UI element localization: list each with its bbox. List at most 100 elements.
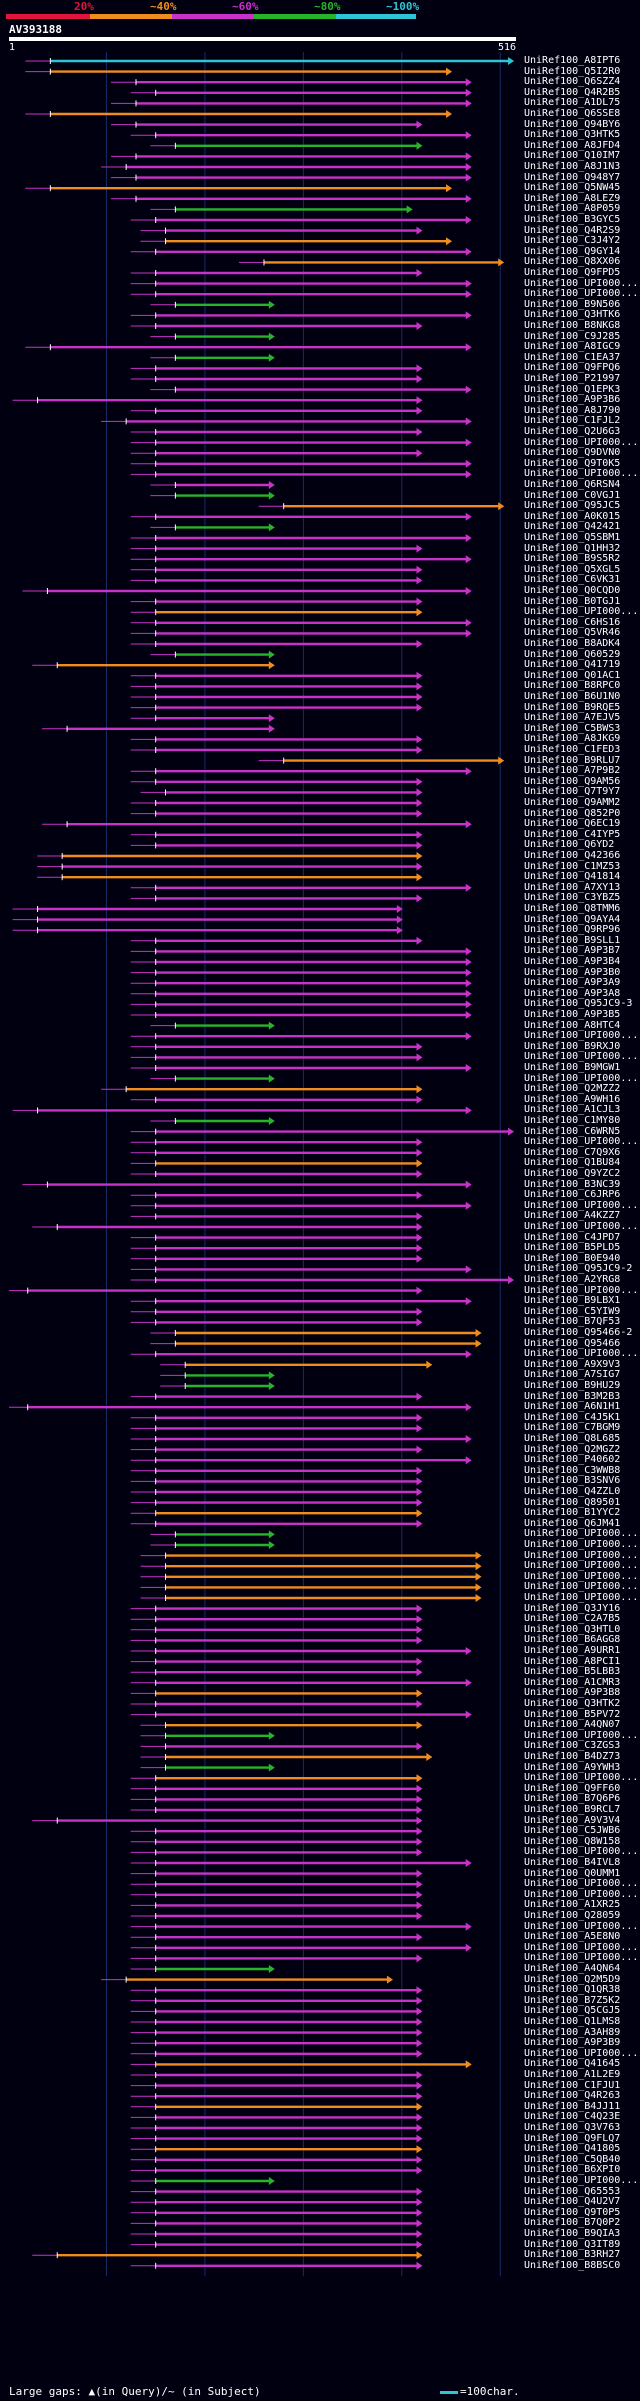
- hit-label[interactable]: UniRef100_C3WWB8: [524, 1464, 621, 1476]
- hit-row[interactable]: [130, 1604, 423, 1613]
- hit-label[interactable]: UniRef100_A9P3B7: [524, 945, 621, 957]
- hit-row[interactable]: [130, 799, 423, 807]
- hit-row[interactable]: [130, 449, 423, 458]
- hit-row[interactable]: [130, 1445, 423, 1454]
- hit-label[interactable]: UniRef100_A5E8N0: [524, 1931, 621, 1943]
- hit-label[interactable]: UniRef100_A7SIG7: [524, 1369, 621, 1381]
- hit-label[interactable]: UniRef100_Q0CQD0: [524, 585, 621, 596]
- hit-row[interactable]: [150, 353, 275, 362]
- hit-row[interactable]: [130, 1254, 423, 1263]
- hit-label[interactable]: UniRef100_B3GYC5: [524, 214, 621, 225]
- hit-label[interactable]: UniRef100_B4IVL8: [524, 1857, 621, 1868]
- hit-row[interactable]: [130, 2102, 423, 2111]
- hit-row[interactable]: [25, 57, 515, 65]
- hit-row[interactable]: [130, 131, 472, 140]
- hit-label[interactable]: UniRef100_A9P3B5: [524, 1009, 621, 1020]
- hit-row[interactable]: [12, 915, 403, 924]
- hit-row[interactable]: [130, 269, 423, 277]
- hit-label[interactable]: UniRef100_B9QIA3: [524, 2228, 621, 2239]
- hit-label[interactable]: UniRef100_UPI000...: [524, 1221, 639, 1232]
- hit-row[interactable]: [130, 2261, 423, 2270]
- hit-label[interactable]: UniRef100_C5BWS3: [524, 722, 621, 734]
- hit-label[interactable]: UniRef100_Q4U2V7: [524, 2196, 621, 2208]
- hit-label[interactable]: UniRef100_UPI000...: [524, 1941, 639, 1953]
- hit-label[interactable]: UniRef100_UPI000...: [524, 1199, 639, 1211]
- hit-row[interactable]: [130, 608, 423, 617]
- hit-row[interactable]: [130, 2113, 423, 2122]
- hit-row[interactable]: [130, 1848, 423, 1857]
- hit-label[interactable]: UniRef100_Q948Y7: [524, 171, 621, 183]
- hit-row[interactable]: [130, 1922, 472, 1931]
- hit-row[interactable]: [130, 1880, 423, 1889]
- hit-label[interactable]: UniRef100_A4QN07: [524, 1719, 621, 1731]
- hit-row[interactable]: [130, 1159, 423, 1168]
- hit-label[interactable]: UniRef100_A9V3V4: [524, 1814, 621, 1826]
- hit-label[interactable]: UniRef100_B5PV72: [524, 1708, 621, 1720]
- hit-label[interactable]: UniRef100_B8NKG8: [524, 320, 621, 331]
- hit-label[interactable]: UniRef100_Q9FLQ7: [524, 2132, 621, 2144]
- hit-row[interactable]: [150, 141, 423, 150]
- hit-row[interactable]: [130, 979, 472, 988]
- hit-row[interactable]: [140, 226, 423, 235]
- hit-label[interactable]: UniRef100_Q60529: [524, 648, 621, 660]
- hit-row[interactable]: [130, 2124, 423, 2132]
- hit-row[interactable]: [101, 163, 472, 171]
- hit-label[interactable]: UniRef100_A8HTC4: [524, 1019, 621, 1031]
- hit-label[interactable]: UniRef100_B7Z5K2: [524, 1994, 621, 2006]
- hit-row[interactable]: [130, 1678, 472, 1687]
- hit-row[interactable]: [130, 989, 472, 998]
- hit-row[interactable]: [130, 2240, 423, 2249]
- hit-row[interactable]: [130, 2187, 423, 2196]
- hit-label[interactable]: UniRef100_Q5VR46: [524, 627, 621, 639]
- hit-label[interactable]: UniRef100_P21997: [524, 373, 621, 384]
- hit-label[interactable]: UniRef100_B9N506: [524, 298, 621, 310]
- hit-label[interactable]: UniRef100_Q6YD2: [524, 839, 615, 851]
- hit-row[interactable]: [9, 1403, 472, 1412]
- hit-row[interactable]: [150, 1117, 275, 1125]
- hit-label[interactable]: UniRef100_C1FJU1: [524, 2079, 621, 2091]
- hit-row[interactable]: [130, 1318, 423, 1327]
- hit-label[interactable]: UniRef100_Q01AC1: [524, 669, 621, 681]
- hit-label[interactable]: UniRef100_UPI000...: [524, 1549, 639, 1561]
- hit-label[interactable]: UniRef100_UPI000...: [524, 1560, 639, 1572]
- hit-row[interactable]: [130, 2155, 423, 2164]
- hit-row[interactable]: [130, 1774, 423, 1783]
- hit-row[interactable]: [130, 1053, 423, 1062]
- hit-row[interactable]: [130, 1095, 423, 1104]
- hit-label[interactable]: UniRef100_UPI000...: [524, 288, 639, 300]
- hit-label[interactable]: UniRef100_C7BGM9: [524, 1422, 621, 1434]
- hit-row[interactable]: [130, 1784, 423, 1793]
- hit-label[interactable]: UniRef100_B9RLU7: [524, 754, 621, 766]
- hit-row[interactable]: [32, 2251, 423, 2260]
- hit-label[interactable]: UniRef100_Q2M5D9: [524, 1973, 621, 1985]
- hit-label[interactable]: UniRef100_Q42421: [524, 521, 621, 533]
- hit-label[interactable]: UniRef100_Q42366: [524, 850, 621, 861]
- hit-label[interactable]: UniRef100_B3NC39: [524, 1178, 621, 1190]
- hit-row[interactable]: [130, 2166, 423, 2175]
- hit-label[interactable]: UniRef100_Q9GY14: [524, 245, 621, 257]
- hit-row[interactable]: [130, 544, 423, 553]
- hit-label[interactable]: UniRef100_Q9T0K5: [524, 457, 621, 469]
- hit-label[interactable]: UniRef100_UPI000...: [524, 1072, 639, 1084]
- hit-label[interactable]: UniRef100_B6U1N0: [524, 691, 621, 702]
- hit-label[interactable]: UniRef100_UPI000...: [524, 1136, 639, 1148]
- hit-row[interactable]: [130, 406, 423, 415]
- hit-label[interactable]: UniRef100_Q9FPQ6: [524, 362, 621, 374]
- hit-label[interactable]: UniRef100_UPI000...: [524, 2047, 639, 2059]
- hit-label[interactable]: UniRef100_A1XR25: [524, 1899, 621, 1911]
- hit-label[interactable]: UniRef100_Q65553: [524, 2185, 621, 2197]
- hit-label[interactable]: UniRef100_A9P3A9: [524, 977, 621, 989]
- hit-row[interactable]: [130, 1636, 423, 1645]
- hit-label[interactable]: UniRef100_Q95JC5: [524, 500, 621, 512]
- hit-row[interactable]: [130, 1307, 423, 1316]
- hit-row[interactable]: [130, 1424, 423, 1433]
- hit-row[interactable]: [130, 2028, 423, 2037]
- hit-label[interactable]: UniRef100_Q3JY16: [524, 1602, 621, 1614]
- hit-row[interactable]: [12, 1106, 472, 1115]
- hit-row[interactable]: [130, 703, 423, 712]
- hit-row[interactable]: [130, 841, 423, 850]
- hit-row[interactable]: [130, 1519, 423, 1528]
- hit-row[interactable]: [140, 1562, 482, 1571]
- hit-label[interactable]: UniRef100_A8LEZ9: [524, 192, 621, 204]
- hit-row[interactable]: [42, 820, 472, 829]
